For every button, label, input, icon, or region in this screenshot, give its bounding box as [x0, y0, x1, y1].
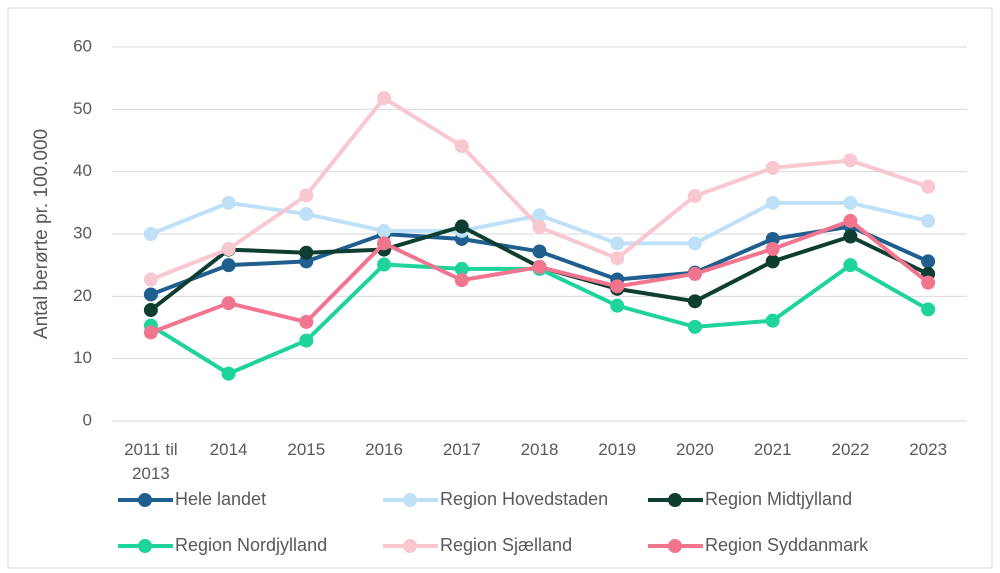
- data-point: [843, 195, 858, 210]
- data-point: [843, 258, 858, 273]
- data-point: [687, 266, 702, 281]
- data-point: [765, 160, 780, 175]
- x-tick-label: 2023: [909, 440, 948, 459]
- x-tick-label: 2021: [753, 440, 792, 459]
- data-point: [221, 241, 236, 256]
- legend-marker: [403, 539, 417, 553]
- data-point: [454, 139, 469, 154]
- data-point: [765, 241, 780, 256]
- data-point: [921, 213, 936, 228]
- legend-label: Region Midtjylland: [705, 489, 852, 509]
- data-point: [143, 272, 158, 287]
- y-tick-label: 30: [73, 223, 92, 242]
- data-point: [921, 179, 936, 194]
- series-line: [149, 262, 930, 376]
- data-point: [143, 303, 158, 318]
- data-point: [454, 219, 469, 234]
- data-point: [765, 313, 780, 328]
- data-point: [377, 236, 392, 251]
- data-point: [377, 91, 392, 106]
- data-point: [377, 223, 392, 238]
- data-point: [377, 257, 392, 272]
- data-point: [843, 229, 858, 244]
- x-tick-label: 2018: [520, 440, 559, 459]
- x-tick-label: 2014: [209, 440, 248, 459]
- data-point: [143, 287, 158, 302]
- x-tick-label: 2020: [676, 440, 714, 459]
- data-point: [687, 236, 702, 251]
- legend-label: Hele landet: [175, 489, 266, 509]
- data-point: [532, 220, 547, 235]
- legend-marker: [668, 493, 682, 507]
- legend-marker: [138, 539, 152, 553]
- x-tick-label: 2016: [365, 440, 403, 459]
- data-point: [143, 227, 158, 241]
- x-tick-label: 2019: [598, 440, 637, 459]
- y-tick-label: 50: [73, 99, 92, 118]
- x-tick-label: 2015: [287, 440, 326, 459]
- y-tick-label: 20: [73, 286, 92, 305]
- x-tick-label: 2011 til 2013: [124, 440, 178, 483]
- series-line: [150, 218, 930, 335]
- legend-label: Region Sjælland: [440, 535, 572, 555]
- data-point: [299, 207, 314, 222]
- data-point: [610, 279, 625, 294]
- data-point: [921, 254, 936, 269]
- data-point: [299, 188, 314, 203]
- data-point: [221, 296, 236, 311]
- data-point: [765, 231, 780, 246]
- y-tick-label: 60: [73, 36, 92, 55]
- y-tick-label: 40: [73, 161, 92, 180]
- data-point: [454, 273, 469, 288]
- x-tick-label: 2017: [442, 440, 481, 459]
- data-point: [532, 260, 547, 275]
- data-point: [299, 333, 314, 348]
- data-point: [687, 188, 702, 203]
- data-point: [921, 302, 936, 317]
- data-point: [610, 236, 625, 251]
- y-axis-label: Antal berørte pr. 100.000: [31, 129, 52, 339]
- data-point: [532, 244, 547, 259]
- data-point: [843, 153, 858, 168]
- y-tick-label: 0: [83, 410, 92, 429]
- data-point: [221, 258, 236, 273]
- data-point: [299, 314, 314, 329]
- x-tick-label: 2022: [831, 440, 870, 459]
- data-point: [687, 294, 702, 309]
- data-point: [610, 251, 625, 266]
- data-point: [921, 275, 936, 290]
- legend-marker: [138, 493, 152, 507]
- legend-label: Region Syddanmark: [705, 535, 869, 555]
- data-point: [532, 208, 547, 223]
- y-tick-label: 10: [73, 348, 92, 367]
- legend-marker: [668, 539, 682, 553]
- data-point: [454, 261, 469, 276]
- data-point: [687, 319, 702, 334]
- data-point: [143, 325, 158, 340]
- chart-border: [7, 7, 993, 569]
- data-point: [221, 195, 236, 210]
- data-point: [610, 298, 625, 313]
- legend-label: Region Nordjylland: [175, 535, 327, 555]
- data-point: [843, 213, 858, 228]
- data-point: [299, 245, 314, 260]
- data-point: [221, 366, 236, 381]
- legend-marker: [403, 493, 417, 507]
- data-point: [765, 195, 780, 210]
- data-point: [765, 254, 780, 269]
- legend-label: Region Hovedstaden: [440, 489, 608, 509]
